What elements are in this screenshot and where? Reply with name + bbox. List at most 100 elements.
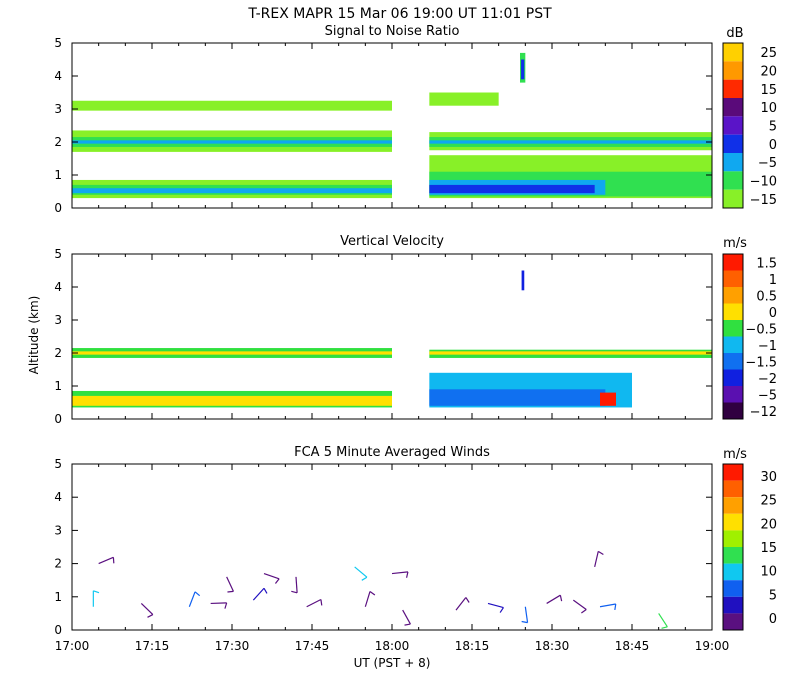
velocity-units-label: m/s [723, 236, 747, 251]
figure-title: T-REX MAPR 15 Mar 06 19:00 UT 11:01 PST [247, 6, 552, 22]
heatmap-region [72, 188, 392, 194]
heatmap-region [429, 389, 606, 406]
y-tick-label: 0 [54, 201, 62, 215]
colorbar-tick-label: −1.5 [745, 355, 777, 370]
colorbar-swatch [723, 613, 743, 630]
colorbar-swatch [723, 547, 743, 564]
colorbar-swatch [723, 513, 743, 531]
y-axis-label: Altitude (km) [27, 296, 41, 375]
wind-barb [521, 606, 529, 624]
colorbar-swatch [723, 386, 743, 403]
velocity-heatmap [72, 270, 712, 408]
colorbar-swatch [723, 61, 743, 80]
colorbar-swatch [723, 189, 743, 208]
wind-barb [599, 603, 617, 611]
heatmap-region [72, 395, 392, 406]
colorbar-tick-label: 25 [760, 494, 777, 509]
x-tick-label: 18:30 [535, 639, 570, 653]
colorbar-tick-label: −1 [758, 339, 777, 354]
colorbar-swatch [723, 79, 743, 98]
colorbar-swatch [723, 254, 743, 271]
wind-barb [402, 609, 411, 626]
snr-panel-title: Signal to Noise Ratio [325, 24, 460, 39]
x-tick-label: 17:30 [215, 639, 250, 653]
y-tick-label: 0 [54, 623, 62, 637]
colorbar-swatch [723, 369, 743, 386]
colorbar-swatch [723, 43, 743, 62]
colorbar-swatch [723, 153, 743, 172]
wind-barb [252, 587, 268, 601]
y-tick-label: 2 [54, 135, 62, 149]
y-tick-label: 3 [54, 523, 62, 537]
snr-axes: 0 1 2 3 4 5 [54, 36, 713, 215]
heatmap-region [521, 59, 525, 80]
wind-barb [572, 599, 587, 614]
colorbar-tick-label: 0 [769, 306, 777, 321]
winds-panel-title: FCA 5 Minute Averaged Winds [294, 445, 490, 460]
colorbar-swatch [723, 580, 743, 597]
colorbar-swatch [723, 134, 743, 153]
colorbar-swatch [723, 116, 743, 135]
wind-barb [594, 550, 604, 568]
colorbar-tick-label: −5 [758, 156, 777, 171]
wind-barb [98, 556, 115, 565]
wind-barb [291, 576, 298, 594]
x-tick-label: 18:45 [615, 639, 650, 653]
y-tick-label: 3 [54, 313, 62, 327]
wind-barb [92, 590, 100, 607]
heatmap-region [72, 100, 392, 111]
y-tick-label: 1 [54, 379, 62, 393]
winds-colorbar: 30 25 20 15 10 5 0 [722, 463, 777, 631]
colorbar-tick-label: 5 [769, 588, 777, 603]
colorbar-tick-label: −15 [750, 193, 777, 208]
y-tick-label: 1 [54, 168, 62, 182]
colorbar-swatch [723, 287, 743, 304]
y-tick-label: 5 [54, 36, 62, 50]
wind-barb [391, 571, 409, 578]
heatmap-region [429, 184, 595, 194]
colorbar-tick-label: 20 [760, 517, 777, 532]
wind-barb [455, 597, 470, 611]
x-tick-label: 17:45 [295, 639, 330, 653]
colorbar-tick-label: 0 [769, 612, 777, 627]
colorbar-tick-label: 25 [760, 46, 777, 61]
colorbar-swatch [723, 402, 743, 419]
colorbar-tick-label: −10 [750, 175, 777, 190]
snr-units-label: dB [726, 26, 743, 41]
y-tick-label: 4 [54, 69, 62, 83]
heatmap-region [429, 140, 712, 144]
snr-colorbar: 25 20 15 10 5 0 −5 −10 −15 [722, 42, 777, 209]
colorbar-tick-label: 0.5 [756, 289, 777, 304]
heatmap-region [429, 351, 712, 355]
wind-barb [188, 591, 201, 607]
wind-barb [226, 576, 234, 593]
y-tick-label: 2 [54, 557, 62, 571]
x-axis-label: UT (PST + 8) [354, 656, 431, 670]
colorbar-swatch [723, 464, 743, 481]
colorbar-swatch [723, 480, 743, 498]
wind-barb [210, 602, 228, 609]
y-tick-label: 2 [54, 346, 62, 360]
heatmap-region [72, 140, 392, 144]
colorbar-swatch [723, 596, 743, 614]
velocity-colorbar: 1.5 10.5 0−0.5 −1−1.5 −2−5 −12 [722, 253, 777, 420]
velocity-axes: 0 1 2 3 4 5 [54, 247, 713, 426]
x-tick-label: 19:00 [695, 639, 730, 653]
x-tick-label: 17:00 [55, 639, 90, 653]
colorbar-tick-label: −2 [758, 372, 777, 387]
colorbar-tick-label: 10 [760, 565, 777, 580]
colorbar-tick-label: 30 [760, 470, 777, 485]
snr-heatmap [72, 52, 712, 199]
winds-barb-plot [92, 550, 668, 629]
wind-barb [140, 603, 154, 618]
winds-axes: 0 1 2 3 4 5 17:00 17:15 17:30 17:45 18:00 18:15 18:3… [54, 457, 729, 653]
colorbar-tick-label: 5 [769, 120, 777, 135]
colorbar-swatch [723, 320, 743, 337]
colorbar-swatch [723, 497, 743, 514]
y-tick-label: 3 [54, 102, 62, 116]
colorbar-tick-label: −0.5 [745, 322, 777, 337]
wind-barb [658, 613, 668, 629]
y-tick-label: 4 [54, 490, 62, 504]
colorbar-tick-label: 10 [760, 101, 777, 116]
